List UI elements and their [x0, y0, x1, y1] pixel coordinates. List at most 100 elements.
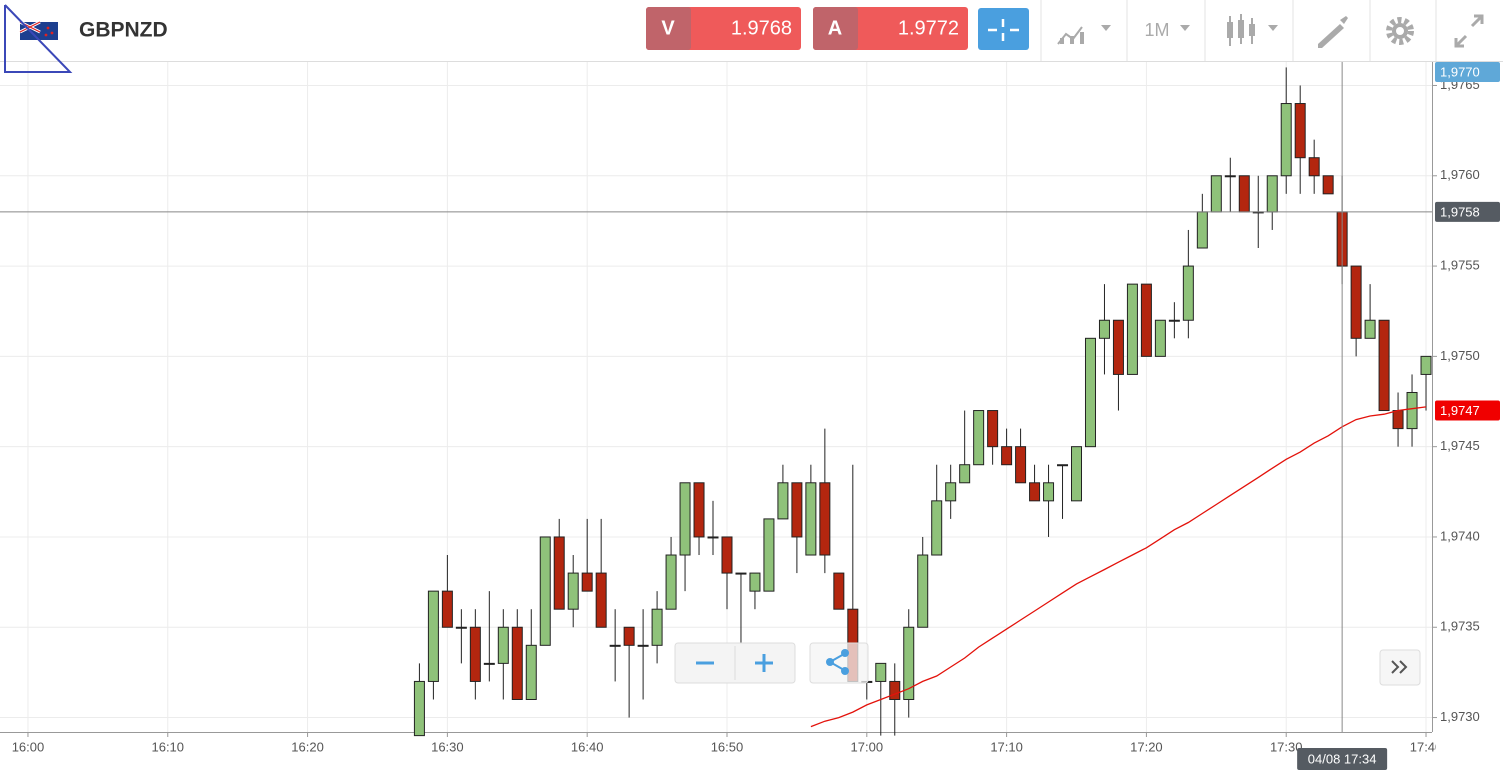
timeframe-button[interactable]: 1M [1144, 20, 1190, 40]
candle-body [931, 500, 943, 556]
candle-body [1238, 175, 1250, 213]
candle-body [1154, 319, 1166, 357]
candle-body [1322, 175, 1334, 195]
candle-body [805, 482, 817, 556]
candle-body [1140, 283, 1152, 357]
candle-body [637, 644, 649, 647]
candle-body [455, 626, 467, 629]
zoom-buttons[interactable] [674, 642, 796, 684]
scroll-icon [1391, 660, 1408, 674]
candle-body [497, 626, 509, 664]
share-dot [841, 667, 849, 675]
candle-body [595, 572, 607, 628]
candle-body [1210, 175, 1222, 213]
candle-body [1406, 391, 1418, 430]
ask-price: 1.9772 [898, 17, 959, 39]
candle-body [525, 644, 537, 700]
bid-letter: V [661, 17, 675, 39]
candle-body [1364, 319, 1376, 339]
ma-last-label: 1,9747 [1440, 403, 1480, 418]
candle-body [651, 608, 663, 646]
x-tick-label: 16:40 [571, 739, 604, 754]
ask-letter: A [828, 17, 842, 39]
candle-body [567, 572, 579, 610]
x-tick-label: 16:00 [12, 739, 45, 754]
x-tick-label: 16:20 [291, 739, 324, 754]
candle-body [553, 536, 565, 610]
share-dot [826, 658, 834, 666]
candle-body [483, 662, 495, 665]
y-tick-label: 1,9755 [1440, 258, 1480, 273]
candle-body [1378, 319, 1390, 412]
candle-body [427, 590, 439, 682]
candle-body [1084, 337, 1096, 448]
candle-body [469, 626, 481, 682]
candle-body [833, 572, 845, 610]
candle-body [1196, 211, 1208, 249]
timeframe: 1M [1144, 20, 1169, 40]
candle-body [973, 410, 985, 466]
candle-body [1071, 446, 1083, 502]
candle-body [1182, 265, 1194, 321]
candle-body [1280, 103, 1292, 177]
candle-body [1224, 175, 1236, 178]
scroll-right-button[interactable] [1379, 649, 1421, 686]
bid-button[interactable]: V 1.9768 [646, 7, 801, 50]
toolbar: GBPNZD V 1.9768 A 1.9772 1M [0, 0, 1503, 73]
candle-body [777, 482, 789, 520]
candle-body [959, 464, 971, 484]
candle-body [1168, 319, 1180, 322]
x-tick-label: 16:30 [431, 739, 464, 754]
price-tag: 1,9770 [1440, 64, 1480, 79]
ma-line [810, 406, 1427, 728]
y-tick-label: 1,9730 [1440, 709, 1480, 724]
symbol: GBPNZD [79, 19, 168, 42]
candle-body [763, 518, 775, 592]
candle-body [735, 572, 747, 575]
plot-area: 1,9730 1,9735 1,9740 1,9745 1,9750 1,9755 1,97… [0, 62, 1503, 770]
indicators-button[interactable] [1057, 25, 1111, 45]
share-button[interactable] [809, 642, 869, 684]
bid-price: 1.9768 [731, 17, 792, 39]
candle-body [721, 536, 733, 574]
candle-body [1015, 446, 1027, 484]
fullscreen-button[interactable] [1454, 14, 1484, 48]
crosshair-y-label: 1,9758 [1440, 204, 1480, 219]
candle-body [889, 680, 901, 700]
candle-body [1126, 283, 1138, 375]
crosshair-x-label: 04/08 17:34 [1308, 751, 1377, 766]
candle-body [581, 572, 593, 592]
flag [19, 20, 58, 40]
drawing-triangle [4, 4, 73, 73]
candle-body [665, 554, 677, 610]
candle-body [441, 590, 453, 628]
candle-body [1392, 410, 1404, 430]
crosshair-button[interactable] [978, 8, 1029, 50]
candle-body [903, 626, 915, 700]
candle-body [1001, 446, 1013, 466]
candle-body [1043, 482, 1055, 502]
candle-body [1420, 355, 1432, 375]
candle-body [819, 482, 831, 556]
candle-body [1112, 319, 1124, 375]
x-tick-label: 16:10 [151, 739, 184, 754]
x-tick-label: 17:20 [1130, 739, 1163, 754]
candle-body [413, 680, 425, 737]
drawing-tools-button[interactable] [1318, 16, 1348, 48]
ask-button[interactable]: A 1.9772 [813, 7, 968, 50]
candle-body [945, 482, 957, 502]
candle-body [1294, 103, 1306, 159]
x-tick-label: 17:30 [1270, 739, 1303, 754]
candle-body [693, 482, 705, 538]
candle-body [1308, 157, 1320, 177]
chart-type-button[interactable] [1227, 14, 1278, 46]
share-bg [809, 642, 869, 684]
x-tick-label: 17:40 [1410, 739, 1443, 754]
candle-body [791, 482, 803, 538]
ma-last-label-bg [1435, 400, 1500, 421]
zoom-in-icon [755, 654, 773, 672]
settings-button[interactable] [1386, 17, 1414, 45]
y-tick-label: 1,9740 [1440, 528, 1480, 543]
toolbar-separators [1040, 0, 1437, 61]
